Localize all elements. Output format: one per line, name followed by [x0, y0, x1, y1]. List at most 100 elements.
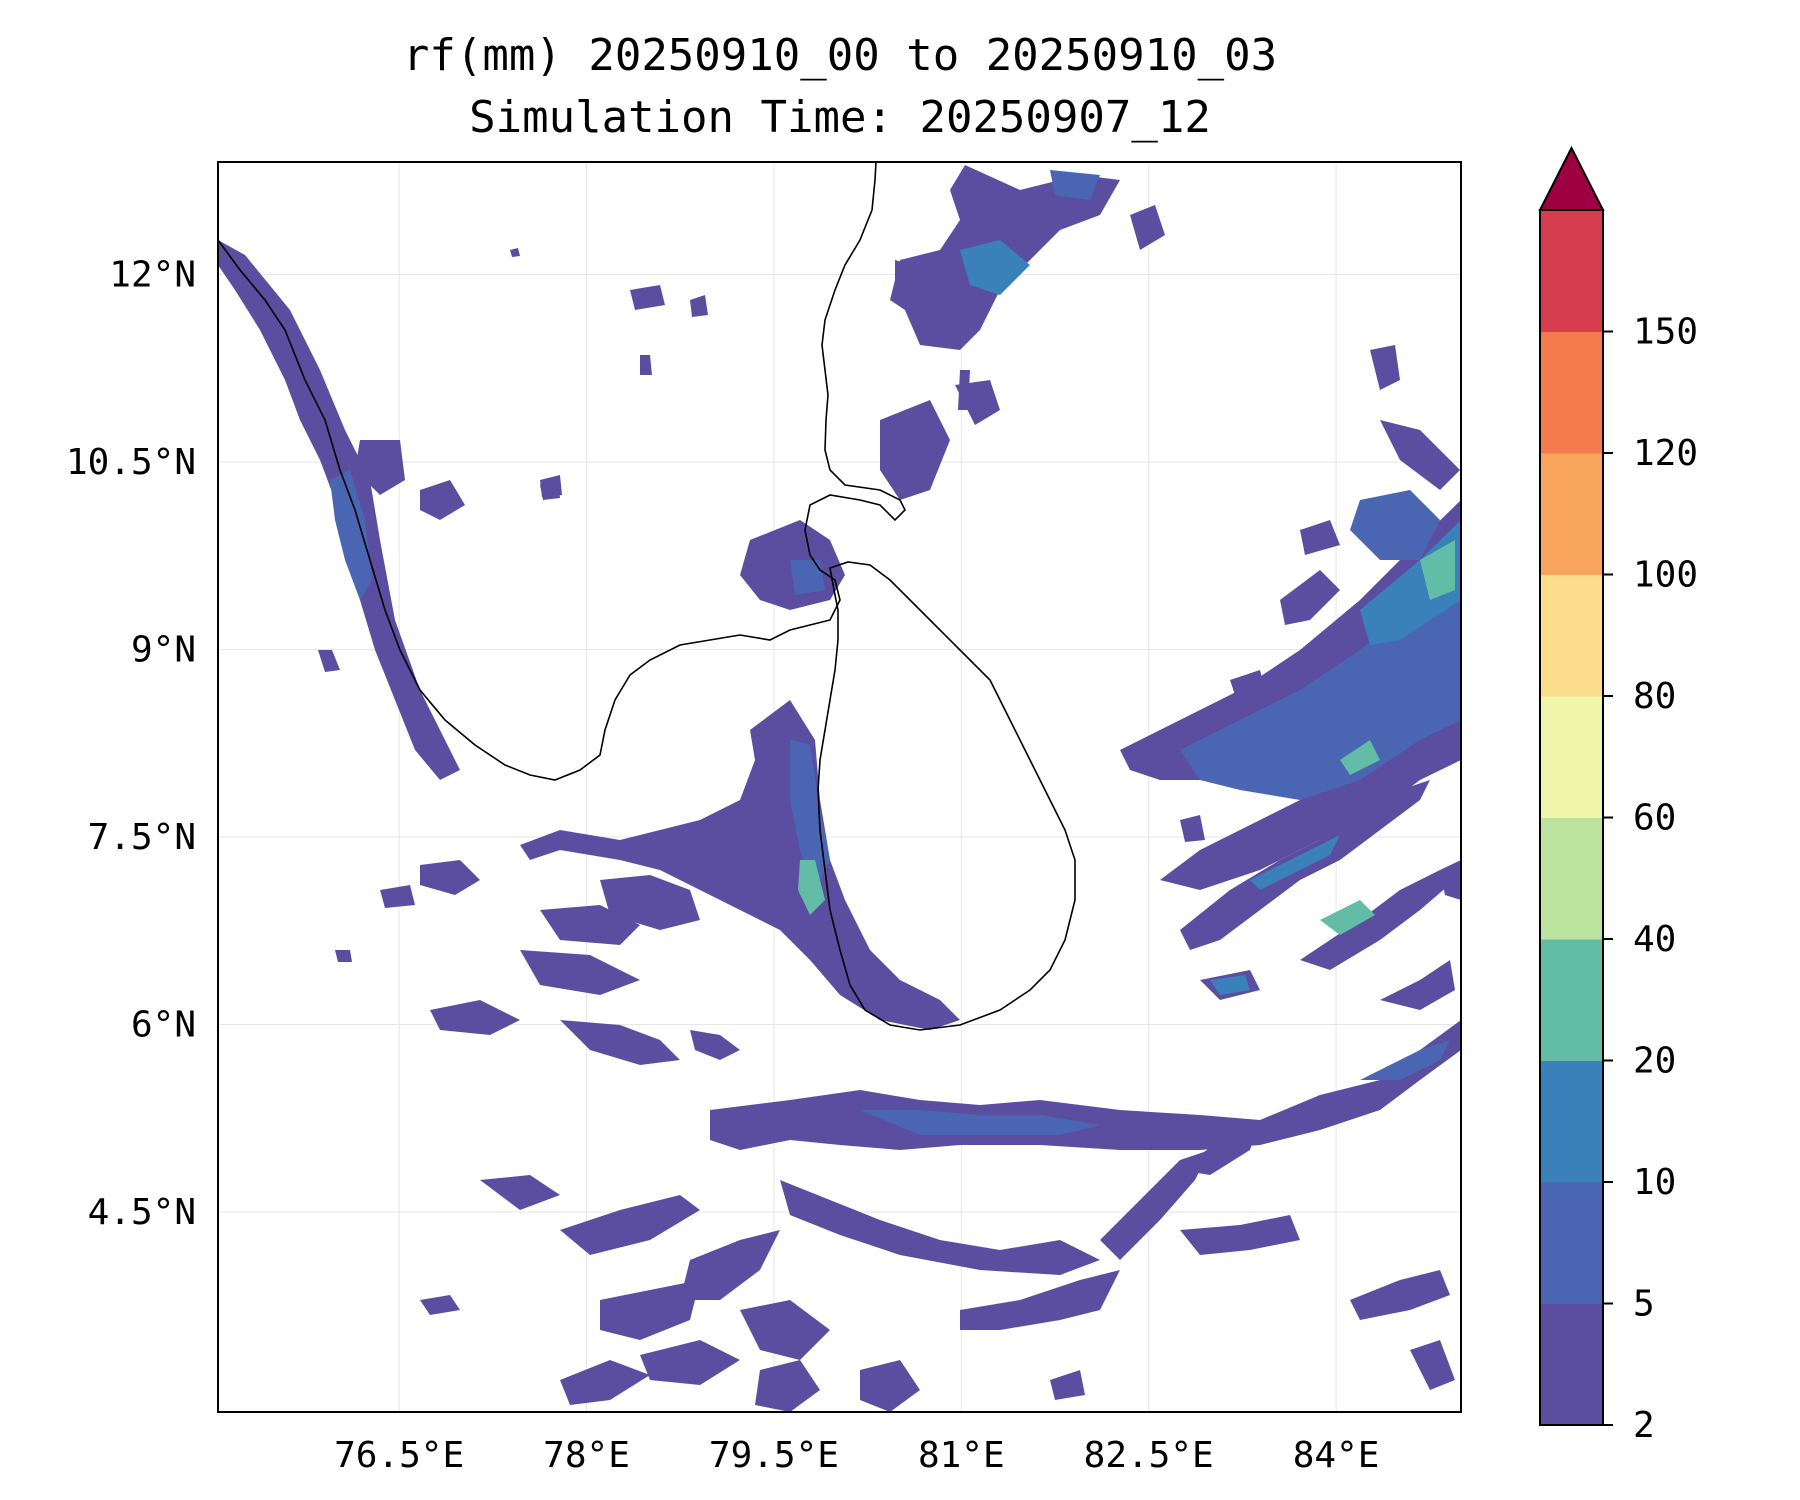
lat-tick-label: 4.5°N [88, 1192, 196, 1233]
rain-patch [1050, 170, 1100, 200]
rain-patch [1300, 520, 1340, 555]
map-title: rf(mm) 20250910_00 to 20250910_03 [402, 30, 1278, 81]
rain-patch [1180, 1120, 1260, 1175]
rain-patch [1180, 560, 1461, 800]
rain-patch [1440, 860, 1461, 900]
sri-lanka-coastline [817, 561, 1076, 1031]
colorbar-tick-label: 10 [1633, 1162, 1676, 1203]
colorbar-segment [1540, 1303, 1603, 1426]
colorbar-tick-label: 20 [1633, 1041, 1676, 1082]
rain-patch [960, 1270, 1120, 1330]
rain-patch [780, 1180, 1100, 1275]
coastlines [218, 162, 1076, 1031]
rain-patch [510, 248, 520, 257]
rain-patch [740, 1300, 830, 1360]
rain-patch [880, 400, 950, 500]
rain-patch [1140, 730, 1175, 760]
colorbar-segment [1540, 1182, 1603, 1304]
lat-tick-label: 12°N [109, 255, 196, 296]
colorbar-segment [1540, 453, 1603, 575]
rain-patch [710, 1020, 1461, 1150]
india-coastline [218, 162, 906, 781]
rain-patch [420, 860, 480, 895]
lon-tick-label: 84°E [1293, 1435, 1380, 1476]
colorbar-extend-arrow [1538, 145, 1605, 211]
colorbar-tick-label: 120 [1633, 433, 1698, 474]
rain-patch [520, 700, 960, 1030]
lon-tick-label: 78°E [543, 1435, 630, 1476]
rain-patch [755, 1360, 820, 1412]
rain-patch [1380, 960, 1455, 1010]
rain-patch [380, 885, 415, 908]
rain-patch [540, 905, 640, 945]
rain-patch [430, 1000, 520, 1035]
lat-tick-label: 7.5°N [88, 817, 196, 858]
rain-patch [690, 295, 708, 317]
lon-tick-label: 76.5°E [334, 1435, 464, 1476]
rainfall-contours [218, 165, 1461, 1412]
rain-patch [1210, 975, 1250, 995]
rain-patch [1370, 345, 1400, 390]
lat-tick-label: 9°N [131, 630, 196, 671]
colorbar-segment [1540, 817, 1603, 940]
rain-patch [1230, 670, 1265, 695]
rain-patch [1420, 540, 1455, 600]
rain-patch [560, 1360, 650, 1405]
plot-frame [217, 161, 1462, 1413]
rain-patch [1360, 1040, 1450, 1080]
rain-patch [520, 950, 640, 995]
colorbar-tick-label: 2 [1633, 1405, 1655, 1446]
rain-patch [1350, 490, 1440, 560]
colorbar-tick-label: 40 [1633, 919, 1676, 960]
colorbar-segment [1540, 1060, 1603, 1183]
rain-patch [330, 470, 372, 600]
rain-patch [1250, 835, 1340, 890]
colorbar-tick-label: 100 [1633, 555, 1698, 596]
colorbar-segment [1540, 210, 1603, 332]
rain-patch [1280, 570, 1340, 625]
rain-patch [420, 1295, 460, 1315]
rain-patch [1320, 900, 1375, 935]
map-subtitle: Simulation Time: 20250907_12 [469, 92, 1211, 143]
rain-patch [640, 355, 652, 375]
rain-patch [1410, 1340, 1455, 1390]
rain-patch [790, 560, 825, 595]
rain-patch [860, 1110, 1100, 1135]
rain-patch [1340, 740, 1380, 775]
rain-patch [1380, 420, 1460, 490]
rain-patch [1130, 205, 1165, 250]
colorbar: 2 5 10 20 40 60 80 100 120 150 [1538, 145, 1698, 1446]
rain-patch [560, 1195, 700, 1255]
rain-patch [1050, 1370, 1085, 1400]
rain-patch [1180, 1215, 1300, 1255]
lon-tick-label: 82.5°E [1084, 1435, 1214, 1476]
rain-patch [640, 1340, 740, 1385]
colorbar-segment [1540, 331, 1603, 454]
rain-patch [355, 440, 405, 495]
rain-patch [790, 740, 830, 890]
rain-patch [798, 860, 825, 915]
rain-patch [540, 480, 560, 500]
lat-tick-label: 10.5°N [66, 442, 196, 483]
rain-patch [630, 285, 665, 310]
rain-patch [335, 950, 352, 962]
colorbar-tick-label: 80 [1633, 676, 1676, 717]
colorbar-tick-label: 5 [1633, 1284, 1655, 1325]
colorbar-segment [1540, 574, 1603, 697]
lon-tick-label: 81°E [918, 1435, 1005, 1476]
rain-patch [680, 1230, 780, 1300]
rain-patch [600, 875, 700, 930]
longitude-axis: 76.5°E 78°E 79.5°E 81°E 82.5°E 84°E [334, 1435, 1379, 1476]
colorbar-tick-label: 60 [1633, 798, 1676, 839]
colorbar-tick-label: 150 [1633, 312, 1698, 353]
rain-patch [958, 370, 970, 410]
colorbar-segment [1540, 939, 1603, 1061]
rain-patch [1350, 1270, 1450, 1320]
lon-tick-label: 79.5°E [709, 1435, 839, 1476]
rain-patch [560, 1020, 680, 1065]
rain-patch [860, 1360, 920, 1412]
rain-patch [318, 650, 340, 672]
rain-patch [690, 1030, 740, 1060]
rain-patch [895, 260, 930, 310]
